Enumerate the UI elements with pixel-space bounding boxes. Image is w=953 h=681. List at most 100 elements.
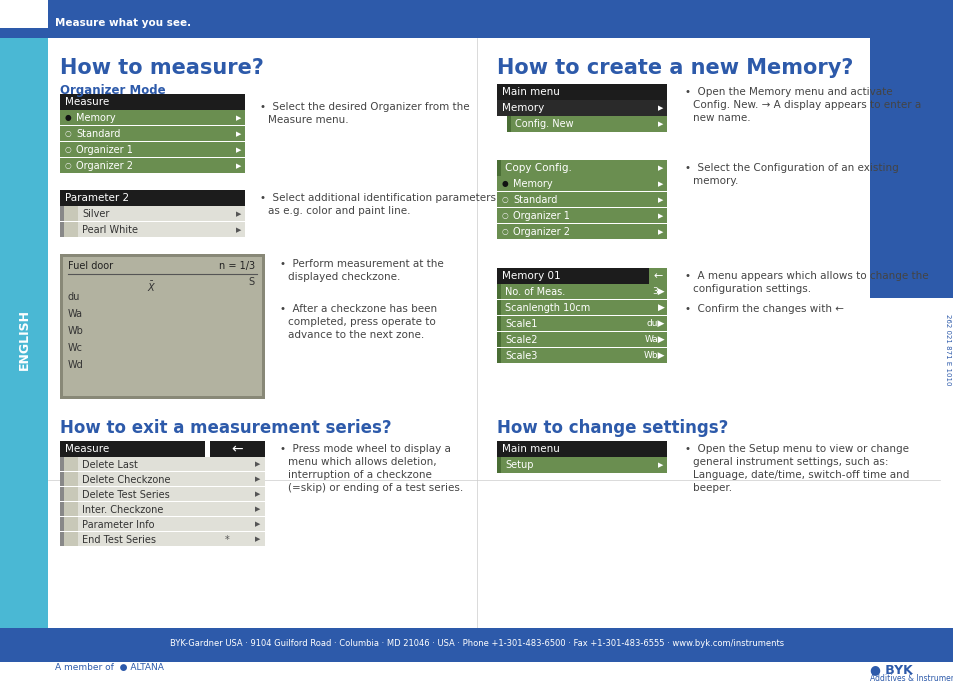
Bar xyxy=(60,222,245,237)
Text: End Test Series: End Test Series xyxy=(82,535,156,545)
Bar xyxy=(60,502,265,516)
Text: •  Select the desired Organizer from the: • Select the desired Organizer from the xyxy=(260,102,469,112)
Bar xyxy=(60,142,245,157)
Bar xyxy=(60,472,265,486)
Bar xyxy=(60,126,245,141)
Text: No. of Meas.: No. of Meas. xyxy=(504,287,565,297)
Text: ▶: ▶ xyxy=(658,229,663,235)
Bar xyxy=(210,441,265,457)
Text: Wa▶: Wa▶ xyxy=(643,335,664,344)
Bar xyxy=(64,206,78,221)
Bar xyxy=(497,160,500,176)
Text: ▶: ▶ xyxy=(658,181,663,187)
Text: beeper.: beeper. xyxy=(692,483,731,493)
Text: Additives & Instruments: Additives & Instruments xyxy=(869,674,953,681)
Bar xyxy=(497,268,648,284)
Bar xyxy=(506,116,666,132)
Text: Main menu: Main menu xyxy=(501,444,559,454)
Bar xyxy=(497,284,666,299)
Text: Wb: Wb xyxy=(68,326,84,336)
Text: ▶: ▶ xyxy=(236,211,241,217)
Text: du▶: du▶ xyxy=(646,319,664,328)
Bar xyxy=(60,532,265,546)
Bar xyxy=(48,38,917,628)
Text: •  Confirm the changes with ←: • Confirm the changes with ← xyxy=(684,304,843,314)
Text: •  Open the Memory menu and activate: • Open the Memory menu and activate xyxy=(684,87,892,97)
Bar xyxy=(60,254,265,399)
Text: Measure what you see.: Measure what you see. xyxy=(55,18,191,28)
Text: ←: ← xyxy=(231,442,243,456)
Bar xyxy=(497,208,666,223)
Text: Measure: Measure xyxy=(65,97,110,107)
Bar xyxy=(60,517,64,531)
Text: Language, date/time, switch-off time and: Language, date/time, switch-off time and xyxy=(692,470,908,480)
Bar xyxy=(879,38,953,238)
Text: Main menu: Main menu xyxy=(501,87,559,97)
Text: Config. New: Config. New xyxy=(515,119,573,129)
Text: Delete Checkzone: Delete Checkzone xyxy=(82,475,171,485)
Bar xyxy=(497,224,666,239)
Bar xyxy=(497,457,500,473)
Text: Inter. Checkzone: Inter. Checkzone xyxy=(82,505,163,515)
Bar xyxy=(497,100,666,116)
Text: BYK-Gardner USA · 9104 Guilford Road · Columbia · MD 21046 · USA · Phone +1-301-: BYK-Gardner USA · 9104 Guilford Road · C… xyxy=(170,639,783,648)
Text: ▶: ▶ xyxy=(658,165,663,171)
Bar xyxy=(60,190,245,206)
Text: ●: ● xyxy=(501,179,508,188)
Bar xyxy=(0,0,48,28)
Bar xyxy=(60,487,265,501)
Bar xyxy=(60,158,245,173)
Text: ←: ← xyxy=(653,271,662,281)
Text: ▶: ▶ xyxy=(236,163,241,169)
Text: ▶: ▶ xyxy=(255,506,260,512)
Bar xyxy=(497,332,500,347)
Bar xyxy=(0,662,953,681)
Bar xyxy=(497,192,666,207)
Text: ▶: ▶ xyxy=(255,461,260,467)
Bar xyxy=(64,457,78,471)
Text: Standard: Standard xyxy=(513,195,557,205)
Bar xyxy=(0,38,48,628)
Text: ▶: ▶ xyxy=(658,303,664,312)
Text: Fuel door: Fuel door xyxy=(68,261,113,271)
Text: ○: ○ xyxy=(501,195,508,204)
Bar xyxy=(869,38,953,298)
Text: Memory: Memory xyxy=(501,103,543,113)
Text: Scale2: Scale2 xyxy=(504,335,537,345)
Bar xyxy=(497,300,666,315)
Text: displayed checkzone.: displayed checkzone. xyxy=(288,272,400,282)
Bar xyxy=(63,257,262,396)
Bar xyxy=(497,316,500,331)
Text: How to create a new Memory?: How to create a new Memory? xyxy=(497,58,853,78)
Text: advance to the next zone.: advance to the next zone. xyxy=(288,330,424,340)
Bar xyxy=(64,502,78,516)
Bar xyxy=(60,457,64,471)
Text: ▶: ▶ xyxy=(658,121,663,127)
Text: •  Open the Setup menu to view or change: • Open the Setup menu to view or change xyxy=(684,444,908,454)
Text: configuration settings.: configuration settings. xyxy=(692,284,810,294)
Bar xyxy=(648,268,666,284)
Text: ○: ○ xyxy=(501,211,508,220)
Bar xyxy=(497,84,666,100)
Bar xyxy=(60,457,265,471)
Text: Wc: Wc xyxy=(68,343,83,353)
Text: •  After a checkzone has been: • After a checkzone has been xyxy=(280,304,436,314)
Text: Measure menu.: Measure menu. xyxy=(268,115,348,125)
Text: as e.g. color and paint line.: as e.g. color and paint line. xyxy=(268,206,410,216)
Bar xyxy=(0,0,953,38)
Text: Delete Last: Delete Last xyxy=(82,460,138,470)
Text: ○: ○ xyxy=(501,227,508,236)
Bar xyxy=(497,441,666,457)
Bar xyxy=(497,457,666,473)
Bar xyxy=(60,222,64,237)
Text: memory.: memory. xyxy=(692,176,738,186)
Text: Scale1: Scale1 xyxy=(504,319,537,329)
Text: (=skip) or ending of a test series.: (=skip) or ending of a test series. xyxy=(288,483,463,493)
Text: ▶: ▶ xyxy=(658,213,663,219)
Text: n = 1/3: n = 1/3 xyxy=(218,261,254,271)
Text: 262 021 871 E 1010: 262 021 871 E 1010 xyxy=(944,314,950,385)
Bar xyxy=(0,628,953,662)
Text: Scale3: Scale3 xyxy=(504,351,537,361)
Bar xyxy=(64,532,78,546)
Text: Organizer 2: Organizer 2 xyxy=(76,161,132,171)
